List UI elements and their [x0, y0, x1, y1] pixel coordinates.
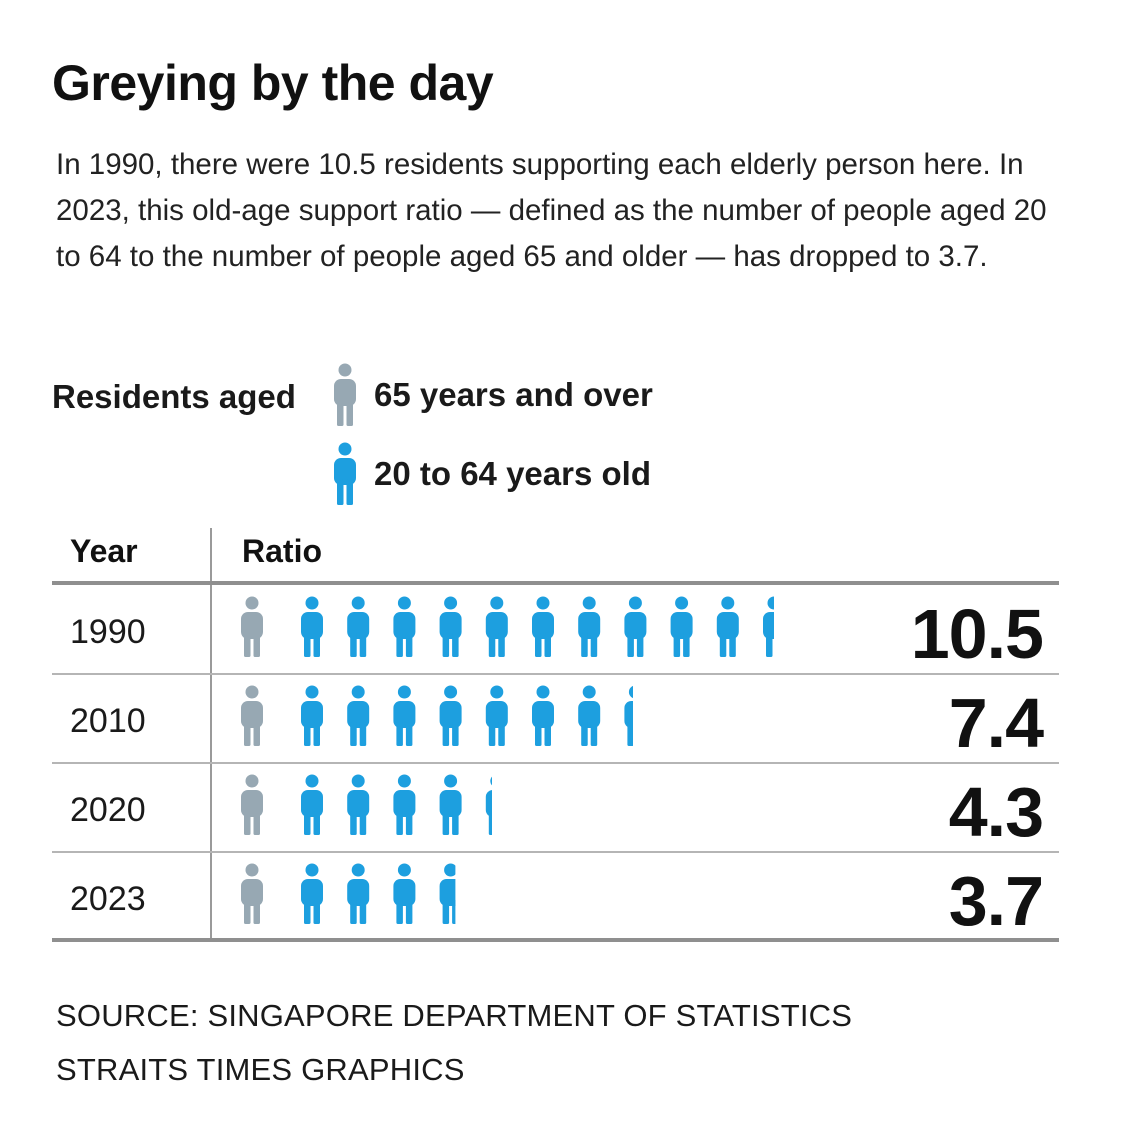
partial-working-age-person-mark	[439, 863, 456, 924]
elderly-person-mark	[241, 596, 263, 657]
working-age-person-mark	[624, 596, 647, 657]
working-age-person-shape	[334, 442, 356, 505]
working-age-person-mark	[439, 596, 462, 657]
working-age-person-mark	[347, 596, 370, 657]
legend-elderly-label: 65 years and over	[374, 376, 653, 413]
working-age-person-mark	[393, 596, 416, 657]
working-age-person-mark	[716, 596, 739, 657]
column-header-ratio: Ratio	[242, 533, 322, 569]
elderly-person-shape	[334, 363, 356, 426]
working-age-person-mark	[301, 596, 323, 657]
working-age-person-mark	[532, 596, 554, 657]
table-row: 2020 4.3	[52, 773, 1059, 853]
partial-working-age-person-mark	[624, 685, 634, 746]
year-label: 1990	[70, 613, 146, 651]
year-label: 2023	[70, 880, 146, 918]
working-age-person-mark	[670, 596, 693, 657]
year-label: 2020	[70, 791, 146, 829]
chart-subtitle: In 1990, there were 10.5 residents suppo…	[56, 148, 1047, 273]
working-age-person-mark	[439, 774, 462, 835]
table-rows: 1990 10.5 2010 7.4 2020 4.3 2023 3.7	[52, 595, 1059, 940]
chart-title: Greying by the day	[52, 55, 494, 111]
table-row: 2023 3.7	[70, 862, 1044, 940]
source-note: SOURCE: SINGAPORE DEPARTMENT OF STATISTI…	[56, 998, 853, 1033]
column-header-year: Year	[70, 533, 138, 569]
working-age-person-mark	[301, 863, 323, 924]
working-age-person-mark	[347, 774, 370, 835]
working-age-person-mark	[347, 685, 370, 746]
working-age-person-icon	[334, 442, 356, 505]
legend-label: Residents aged	[52, 378, 296, 415]
partial-working-age-person-mark	[763, 596, 774, 657]
ratio-value-label: 10.5	[911, 595, 1043, 673]
legend-working-label: 20 to 64 years old	[374, 455, 651, 492]
ratio-value-label: 4.3	[949, 773, 1043, 851]
credit-note: STRAITS TIMES GRAPHICS	[56, 1052, 465, 1087]
elderly-person-icon	[334, 363, 356, 426]
partial-working-age-person-mark	[485, 776, 492, 835]
working-age-person-mark	[578, 596, 601, 657]
working-age-person-mark	[578, 685, 601, 746]
elderly-person-mark	[241, 774, 263, 835]
working-age-person-mark	[393, 685, 416, 746]
elderly-person-mark	[241, 685, 263, 746]
working-age-person-mark	[347, 863, 370, 924]
ratio-value-label: 7.4	[949, 684, 1044, 762]
working-age-person-mark	[301, 685, 323, 746]
working-age-person-mark	[532, 685, 554, 746]
table-row: 1990 10.5	[52, 595, 1059, 675]
legend-item-working: 20 to 64 years old	[330, 441, 750, 507]
working-age-person-mark	[393, 863, 416, 924]
ratio-value-label: 3.7	[949, 862, 1043, 940]
table-row: 2010 7.4	[52, 684, 1059, 764]
elderly-person-mark	[241, 863, 263, 924]
working-age-person-mark	[485, 596, 508, 657]
year-label: 2010	[70, 702, 146, 740]
working-age-person-mark	[393, 774, 416, 835]
working-age-person-mark	[439, 685, 462, 746]
working-age-person-mark	[301, 774, 323, 835]
legend-item-elderly: 65 years and over	[330, 362, 750, 428]
working-age-person-mark	[485, 685, 508, 746]
